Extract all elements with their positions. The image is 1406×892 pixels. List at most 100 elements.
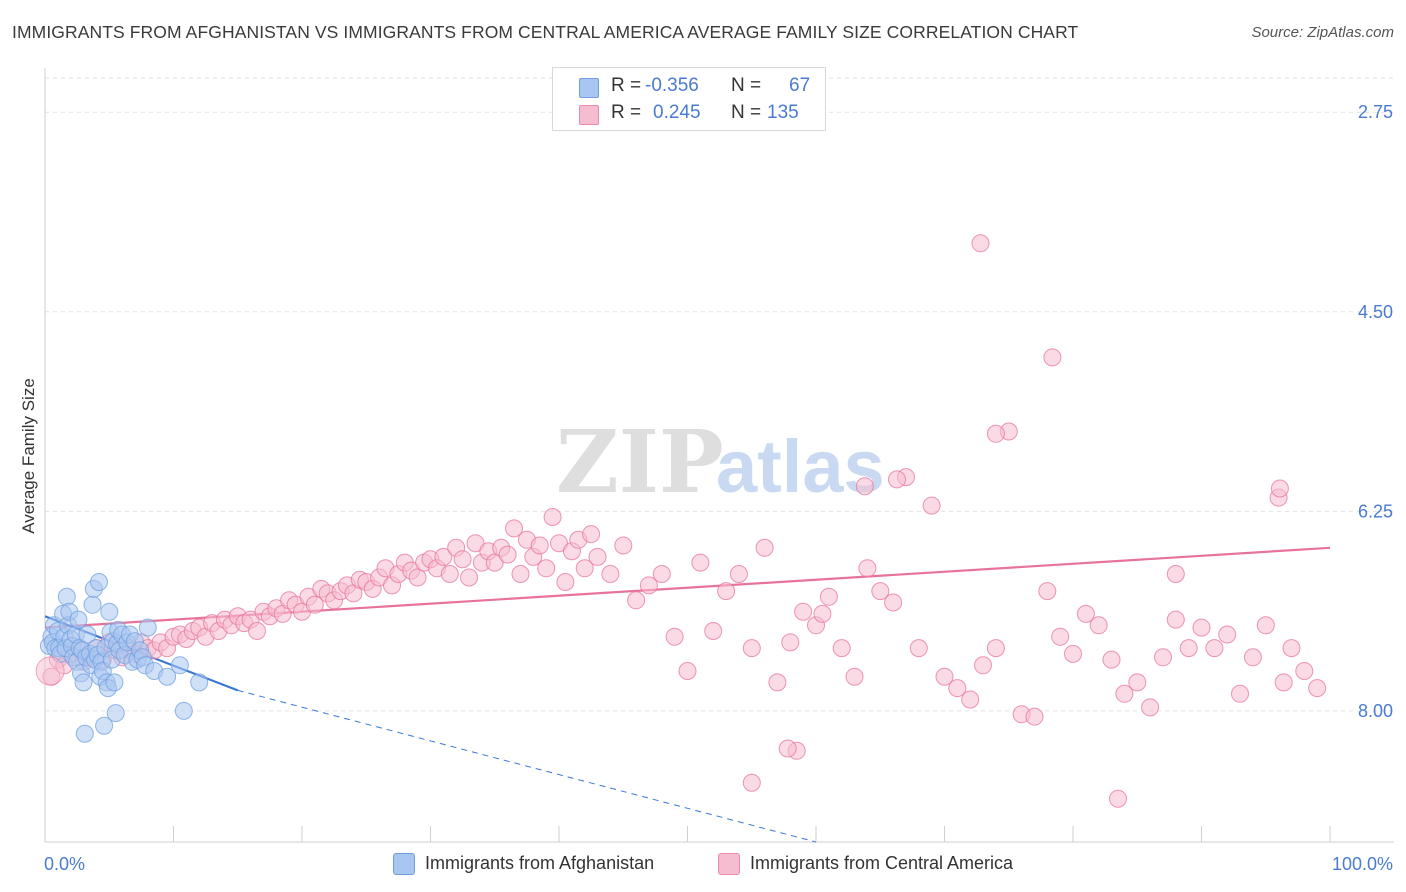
point-central-america bbox=[665, 627, 684, 646]
point-afghanistan bbox=[106, 704, 125, 723]
point-central-america bbox=[588, 547, 607, 566]
point-central-america bbox=[691, 553, 710, 572]
point-central-america bbox=[717, 582, 736, 601]
point-central-america bbox=[1076, 604, 1095, 623]
legend-r-label: R = bbox=[611, 75, 642, 96]
point-central-america bbox=[742, 773, 761, 792]
point-central-america bbox=[832, 639, 851, 658]
point-afghanistan bbox=[69, 610, 88, 629]
point-central-america bbox=[639, 576, 658, 595]
legend-r-value: 0.245 bbox=[653, 102, 701, 123]
legend-n-value: 67 bbox=[789, 75, 811, 96]
point-central-america bbox=[871, 582, 890, 601]
point-central-america bbox=[986, 639, 1005, 658]
point-central-america bbox=[1038, 582, 1057, 601]
point-central-america bbox=[1141, 698, 1160, 717]
point-central-america bbox=[781, 633, 800, 652]
point-central-america bbox=[813, 604, 832, 623]
point-central-america bbox=[935, 667, 954, 686]
point-afghanistan bbox=[170, 656, 189, 675]
point-central-america bbox=[961, 690, 980, 709]
point-central-america bbox=[652, 565, 671, 583]
point-central-america bbox=[505, 519, 523, 538]
point-central-america bbox=[35, 656, 65, 686]
point-central-america bbox=[729, 565, 748, 583]
trend-line-afghanistan-extension bbox=[237, 689, 817, 843]
point-afghanistan bbox=[105, 673, 124, 692]
legend-n-label: N = bbox=[731, 75, 762, 96]
point-central-america bbox=[888, 470, 906, 489]
legend-r-value: -0.356 bbox=[645, 75, 699, 96]
point-central-america bbox=[440, 565, 459, 583]
point-afghanistan bbox=[57, 587, 76, 606]
point-central-america bbox=[1043, 348, 1062, 367]
point-central-america bbox=[794, 602, 813, 621]
point-central-america bbox=[511, 565, 530, 583]
point-central-america bbox=[1025, 707, 1044, 726]
point-afghanistan bbox=[90, 573, 108, 591]
point-afghanistan bbox=[100, 602, 119, 621]
bottom-legend-swatch-afghanistan bbox=[393, 853, 415, 875]
point-central-america bbox=[1274, 673, 1293, 692]
point-afghanistan bbox=[74, 673, 93, 692]
point-central-america bbox=[248, 622, 266, 640]
point-central-america bbox=[1051, 627, 1070, 646]
legend-n-label: N = bbox=[731, 102, 762, 123]
point-central-america bbox=[1154, 648, 1172, 667]
point-afghanistan bbox=[158, 667, 177, 686]
point-central-america bbox=[1218, 625, 1237, 644]
point-central-america bbox=[742, 639, 761, 658]
point-central-america bbox=[974, 656, 992, 675]
point-central-america bbox=[556, 573, 575, 591]
point-central-america bbox=[498, 545, 517, 564]
bottom-legend-label: Immigrants from Central America bbox=[750, 853, 1014, 873]
point-central-america bbox=[530, 536, 549, 555]
point-central-america bbox=[1102, 650, 1121, 669]
data-points bbox=[35, 234, 1327, 808]
point-central-america bbox=[614, 536, 633, 555]
point-central-america bbox=[1243, 648, 1262, 667]
point-central-america bbox=[453, 550, 472, 569]
y-tick-label: 8.00 bbox=[1358, 701, 1393, 721]
bottom-legend-central-america: Immigrants from Central America bbox=[718, 852, 1058, 876]
point-central-america bbox=[884, 593, 903, 612]
point-central-america bbox=[485, 553, 504, 572]
correlation-legend: R = -0.356 N = 67 R = 0.245 N = 135 bbox=[552, 67, 826, 131]
point-central-america bbox=[466, 534, 485, 553]
point-central-america bbox=[1109, 789, 1127, 808]
point-central-america bbox=[778, 739, 797, 758]
point-central-america bbox=[1308, 679, 1327, 698]
point-afghanistan bbox=[95, 716, 114, 735]
point-central-america bbox=[909, 639, 928, 658]
point-afghanistan bbox=[83, 595, 102, 614]
point-central-america bbox=[543, 508, 562, 526]
bottom-legend-label: Immigrants from Afghanistan bbox=[425, 853, 655, 873]
point-central-america bbox=[1192, 618, 1211, 637]
point-central-america bbox=[305, 595, 324, 614]
point-central-america bbox=[986, 424, 1005, 443]
point-central-america bbox=[537, 559, 556, 578]
y-tick-label: 6.25 bbox=[1358, 501, 1393, 521]
point-central-america bbox=[1166, 610, 1185, 629]
point-central-america bbox=[1064, 644, 1082, 663]
point-central-america bbox=[678, 662, 697, 680]
y-tick-label: 4.50 bbox=[1358, 302, 1393, 322]
x-tick-label: 0.0% bbox=[44, 854, 85, 874]
legend-n-value: 135 bbox=[767, 102, 799, 123]
point-central-america bbox=[1270, 479, 1289, 498]
point-central-america bbox=[575, 559, 594, 578]
point-central-america bbox=[819, 587, 838, 606]
x-tick-label: 100.0% bbox=[1332, 854, 1393, 874]
point-afghanistan bbox=[78, 625, 97, 644]
point-central-america bbox=[1205, 639, 1224, 658]
point-central-america bbox=[582, 525, 601, 544]
legend-swatch-central-america bbox=[579, 105, 599, 125]
point-central-america bbox=[845, 667, 864, 686]
point-central-america bbox=[1128, 673, 1147, 692]
watermark-zip: ZIP bbox=[556, 412, 724, 513]
point-central-america bbox=[550, 534, 568, 553]
point-central-america bbox=[858, 559, 877, 578]
y-tick-label: 2.75 bbox=[1358, 102, 1393, 122]
point-afghanistan bbox=[174, 701, 193, 720]
point-central-america bbox=[1256, 616, 1275, 635]
